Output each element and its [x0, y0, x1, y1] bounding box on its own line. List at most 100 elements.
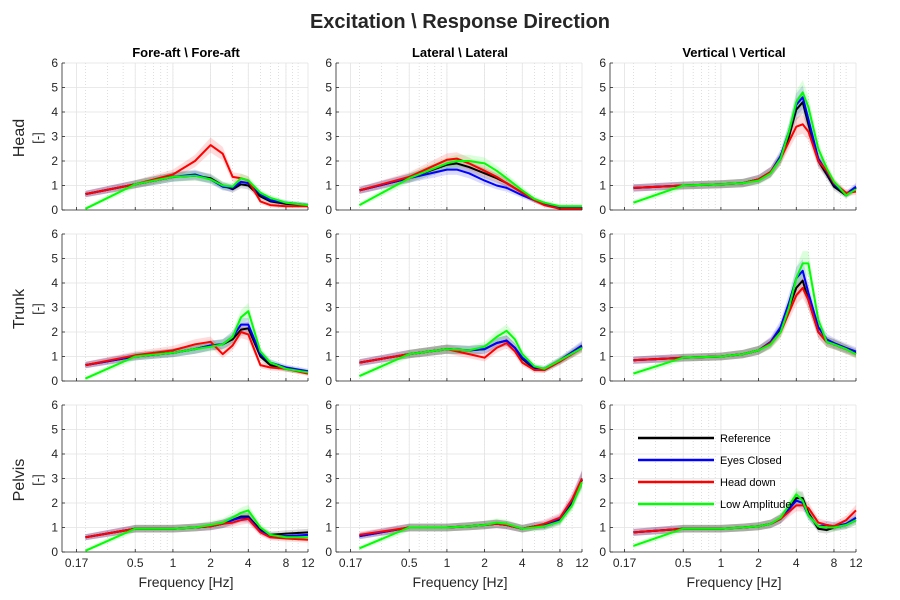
legend-label-reference: Reference	[720, 433, 771, 445]
y-tick-label: 2	[599, 325, 606, 339]
y-tick-label: 2	[51, 496, 58, 510]
x-tick-label: 1	[718, 556, 725, 570]
legend-label-head-down: Head down	[720, 477, 776, 489]
series-line-eyes-closed	[359, 168, 582, 209]
x-tick-label: 0.17	[65, 556, 89, 570]
y-tick-label: 5	[325, 81, 332, 95]
series-line-head-down	[85, 331, 309, 375]
y-tick-label: 6	[599, 56, 606, 70]
y-tick-label: 2	[325, 325, 332, 339]
y-tick-label: 5	[51, 252, 58, 266]
y-tick-label: 5	[325, 252, 332, 266]
band-head-down	[85, 325, 309, 376]
column-title-vertical: Vertical \ Vertical	[682, 45, 785, 60]
y-tick-label: 1	[51, 179, 58, 193]
y-tick-label: 1	[599, 521, 606, 535]
x-tick-label: 0.5	[127, 556, 144, 570]
band-low-amplitude	[85, 170, 309, 210]
legend-label-eyes-closed: Eyes Closed	[720, 455, 782, 467]
band-head-down	[633, 499, 856, 536]
y-tick-label: 3	[599, 472, 606, 486]
x-tick-label: 8	[831, 556, 838, 570]
y-tick-label: 2	[51, 325, 58, 339]
y-tick-label: 2	[325, 496, 332, 510]
legend: Reference Eyes Closed Head down Low Amplitu…	[638, 433, 792, 511]
y-tick-label: 5	[599, 423, 606, 437]
y-tick-label: 1	[325, 350, 332, 364]
panel-trunk-vertical: 0 1 2 3 4 5 6	[599, 227, 857, 388]
y-tick-label: 1	[599, 179, 606, 193]
y-tick-label: 4	[325, 447, 332, 461]
x-tick-label: 12	[301, 556, 315, 570]
y-tick-label: 2	[325, 154, 332, 168]
y-tick-label: 1	[51, 521, 58, 535]
band-head-down	[85, 137, 309, 209]
y-tick-label: 5	[599, 252, 606, 266]
y-tick-label: 3	[51, 130, 58, 144]
series-line-head-down	[85, 144, 308, 208]
y-tick-label: 4	[51, 447, 58, 461]
y-tick-label: 1	[599, 350, 606, 364]
band-reference	[85, 170, 309, 208]
panel-trunk-lateral: 0 1 2 3 4 5 6	[325, 227, 583, 388]
series-line-low-amplitude	[633, 493, 857, 547]
y-tick-label: 6	[325, 227, 332, 241]
x-tick-label: 1	[170, 556, 177, 570]
y-tick-label: 2	[599, 154, 606, 168]
y-tick-label: 3	[325, 301, 332, 315]
y-tick-label: 3	[325, 472, 332, 486]
y-tick-label: 3	[599, 301, 606, 315]
row-unit-trunk: [-]	[30, 303, 45, 315]
x-tick-label: 2	[481, 556, 488, 570]
x-tick-label: 8	[557, 556, 564, 570]
series-line-low-amplitude	[633, 91, 857, 204]
band-head-down	[633, 277, 856, 364]
x-tick-label: 4	[245, 556, 252, 570]
row-unit-head: [-]	[30, 132, 45, 144]
y-tick-label: 0	[325, 545, 332, 559]
y-tick-label: 4	[51, 276, 58, 290]
x-tick-label: 0.5	[675, 556, 692, 570]
y-tick-label: 1	[325, 179, 332, 193]
column-title-fore-aft: Fore-aft \ Fore-aft	[132, 45, 240, 60]
y-tick-label: 0	[325, 203, 332, 217]
row-label-head: Head	[11, 119, 28, 157]
series-line-low-amplitude	[359, 481, 583, 550]
panel-head-fore-aft: 0 1 2 3 4 5 6	[51, 56, 309, 217]
band-reference	[633, 269, 856, 364]
band-head-down	[633, 114, 856, 197]
y-tick-label: 6	[325, 398, 332, 412]
x-tick-label: 12	[575, 556, 589, 570]
row-unit-pelvis: [-]	[30, 474, 45, 486]
panel-trunk-fore-aft: 0 1 2 3 4 5 6	[51, 227, 309, 388]
x-tick-label: 8	[283, 556, 290, 570]
y-tick-label: 0	[599, 203, 606, 217]
x-tick-label: 1	[444, 556, 451, 570]
y-tick-label: 0	[325, 374, 332, 388]
y-tick-label: 4	[599, 447, 606, 461]
y-tick-label: 5	[599, 81, 606, 95]
series-line-low-amplitude	[84, 174, 309, 210]
y-tick-label: 4	[325, 105, 332, 119]
y-tick-label: 0	[599, 374, 606, 388]
x-tick-label: 2	[755, 556, 762, 570]
x-tick-label: 0.5	[401, 556, 418, 570]
y-tick-label: 6	[51, 56, 58, 70]
y-tick-label: 2	[599, 496, 606, 510]
figure-title: Excitation \ Response Direction	[310, 11, 610, 33]
y-tick-label: 3	[599, 130, 606, 144]
series-line-low-amplitude	[358, 160, 582, 208]
y-tick-label: 5	[325, 423, 332, 437]
legend-label-low-amplitude: Low Amplitude	[720, 499, 792, 511]
y-tick-label: 3	[325, 130, 332, 144]
y-tick-label: 6	[51, 398, 58, 412]
y-tick-label: 0	[51, 545, 58, 559]
y-tick-label: 0	[51, 203, 58, 217]
y-tick-label: 1	[51, 350, 58, 364]
band-reference	[85, 511, 309, 541]
series-line-low-amplitude	[633, 262, 857, 375]
